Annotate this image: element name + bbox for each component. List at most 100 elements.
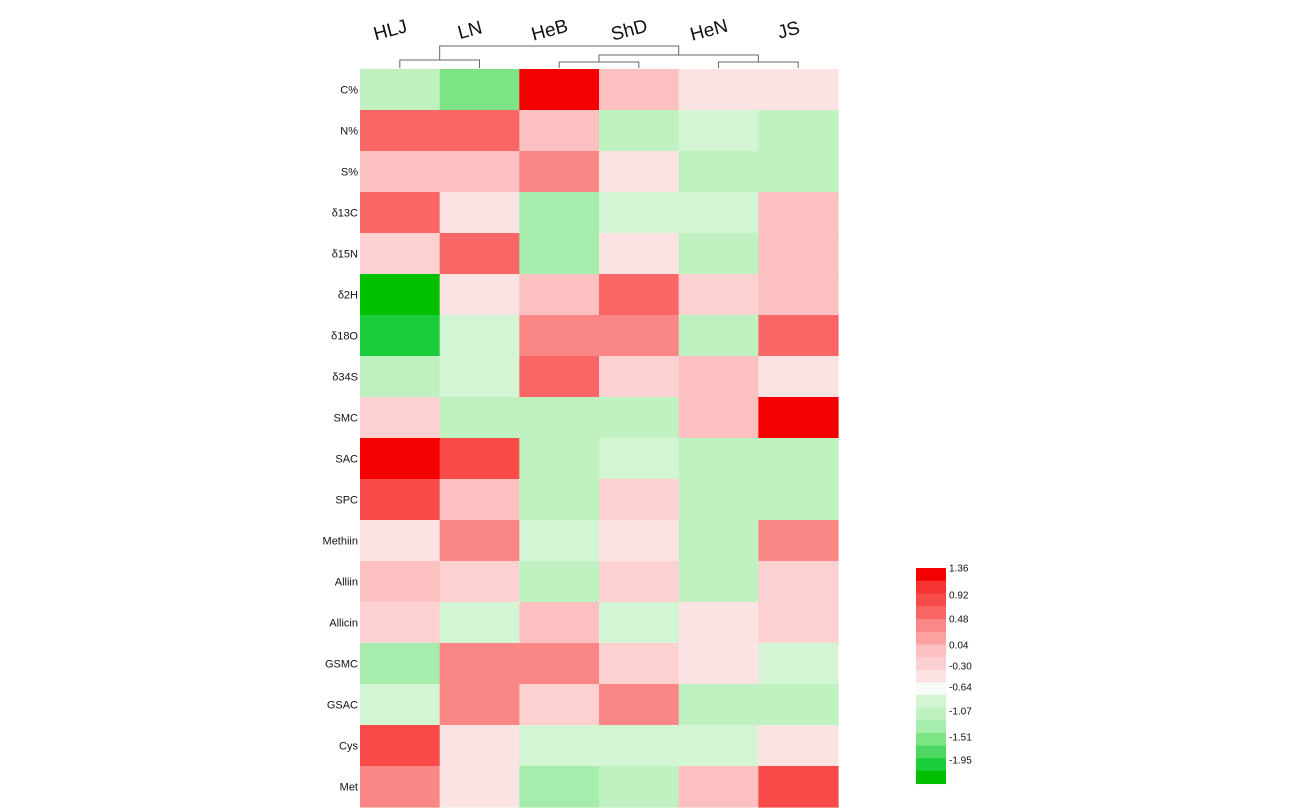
heatmap-cell-C%-JS [758, 69, 839, 111]
heatmap-cell-C%-ShD [599, 69, 680, 111]
heatmap-cell-Cys-HeN [678, 725, 759, 767]
legend-swatch [916, 707, 946, 721]
dendro-branch-hlj-ln [399, 59, 481, 68]
legend-tick-label: 0.92 [949, 591, 969, 602]
legend-tick-label: 0.48 [949, 615, 969, 626]
heatmap-cell-Cys-HeB [519, 725, 600, 767]
column-labels: HLJ LN HeB ShD HeN JS [371, 16, 802, 46]
heatmap-cell-N%-LN [439, 110, 520, 152]
heatmap-cell-SPC-ShD [599, 479, 680, 521]
heatmap-cell-Cys-JS [758, 725, 839, 767]
heatmap-cell-δ18O-ShD [599, 315, 680, 357]
heatmap-cell-C%-LN [439, 69, 520, 111]
heatmap-cell-SPC-HeN [678, 479, 759, 521]
heatmap-cell-Met-HLJ [360, 766, 441, 808]
heatmap-cell-GSMC-JS [758, 643, 839, 685]
heatmap-cell-δ15N-HeB [519, 233, 600, 275]
heatmap-cell-N%-HeB [519, 110, 600, 152]
column-label: ShD [609, 16, 650, 46]
heatmap-cell-δ18O-HeN [678, 315, 759, 357]
heatmap-cell-GSAC-ShD [599, 684, 680, 726]
row-label: δ2H [338, 290, 358, 302]
heatmap-cell-δ2H-JS [758, 274, 839, 316]
heatmap-cell-N%-ShD [599, 110, 680, 152]
heatmap-cell-Met-ShD [599, 766, 680, 808]
legend-swatch [916, 745, 946, 759]
heatmap-cell-Cys-ShD [599, 725, 680, 767]
heatmap-cell-δ34S-HeB [519, 356, 600, 398]
heatmap-cell-GSMC-HeB [519, 643, 600, 685]
heatmap-cell-δ34S-JS [758, 356, 839, 398]
heatmap-cell-Met-JS [758, 766, 839, 808]
row-label: Allicin [329, 618, 358, 630]
heatmap-cell-Met-LN [439, 766, 520, 808]
heatmap-cell-GSAC-LN [439, 684, 520, 726]
legend-tick-label: 1.36 [949, 564, 969, 575]
heatmap-cell-δ2H-HeN [678, 274, 759, 316]
legend-tick-label: -0.30 [949, 662, 972, 673]
heatmap-cell-Cys-HLJ [360, 725, 441, 767]
row-label: Alliin [335, 577, 358, 589]
dendro-branch-right [598, 54, 759, 62]
heatmap-cell-δ13C-HLJ [360, 192, 441, 234]
heatmap-cell-Methiin-HeB [519, 520, 600, 562]
heatmap-cell-δ15N-JS [758, 233, 839, 275]
heatmap-cell-SPC-JS [758, 479, 839, 521]
column-label: JS [775, 18, 802, 44]
row-label: δ18O [331, 331, 358, 343]
legend-swatch [916, 657, 946, 671]
heatmap-cell-GSMC-ShD [599, 643, 680, 685]
heatmap-cell-δ13C-HeB [519, 192, 600, 234]
heatmap-cell-GSAC-HLJ [360, 684, 441, 726]
legend-tick-label: -1.07 [949, 707, 972, 718]
heatmap-cell-N%-JS [758, 110, 839, 152]
column-label: HLJ [371, 16, 409, 45]
heatmap-cell-SPC-HeB [519, 479, 600, 521]
legend-swatch [916, 694, 946, 708]
heatmap-cell-S%-HeN [678, 151, 759, 193]
heatmap-cell-Alliin-LN [439, 561, 520, 603]
heatmap-cell-Methiin-ShD [599, 520, 680, 562]
heatmap-cell-N%-HLJ [360, 110, 441, 152]
heatmap-cell-GSMC-HeN [678, 643, 759, 685]
heatmap-cell-Allicin-ShD [599, 602, 680, 644]
heatmap-cell-Methiin-HLJ [360, 520, 441, 562]
row-label: δ13C [332, 208, 358, 220]
heatmap-cell-C%-HLJ [360, 69, 441, 111]
legend-swatch [916, 631, 946, 645]
heatmap-cell-δ15N-LN [439, 233, 520, 275]
row-label: SPC [335, 495, 358, 507]
heatmap-cell-Allicin-LN [439, 602, 520, 644]
heatmap-cell-δ15N-HLJ [360, 233, 441, 275]
heatmap-cell-Methiin-HeN [678, 520, 759, 562]
heatmap-cell-Alliin-HLJ [360, 561, 441, 603]
heatmap-cell-SMC-JS [758, 397, 839, 439]
row-label: C% [340, 85, 358, 97]
heatmap-cell-Alliin-HeN [678, 561, 759, 603]
heatmap-cell-SAC-HeN [678, 438, 759, 480]
row-label: SAC [335, 454, 358, 466]
row-label: δ15N [332, 249, 358, 261]
heatmap-cell-Alliin-JS [758, 561, 839, 603]
heatmap-cell-δ15N-ShD [599, 233, 680, 275]
heatmap-cell-SPC-LN [439, 479, 520, 521]
heatmap-cell-S%-JS [758, 151, 839, 193]
heatmap-cell-Cys-LN [439, 725, 520, 767]
heatmap-cell-S%-LN [439, 151, 520, 193]
heatmap-cells [360, 69, 839, 808]
heatmap-cell-δ18O-JS [758, 315, 839, 357]
heatmap-cell-δ34S-HLJ [360, 356, 441, 398]
heatmap-cell-GSAC-HeN [678, 684, 759, 726]
legend-swatch [916, 568, 946, 582]
row-label: GSMC [325, 659, 358, 671]
row-label: GSAC [327, 700, 358, 712]
heatmap-cell-Alliin-ShD [599, 561, 680, 603]
legend-swatch [916, 682, 946, 695]
column-label: HeB [529, 16, 570, 46]
legend-swatch [916, 593, 946, 607]
heatmap-cell-δ18O-HLJ [360, 315, 441, 357]
heatmap-cell-δ2H-LN [439, 274, 520, 316]
heatmap-cell-SAC-ShD [599, 438, 680, 480]
heatmap-cell-SAC-HeB [519, 438, 600, 480]
